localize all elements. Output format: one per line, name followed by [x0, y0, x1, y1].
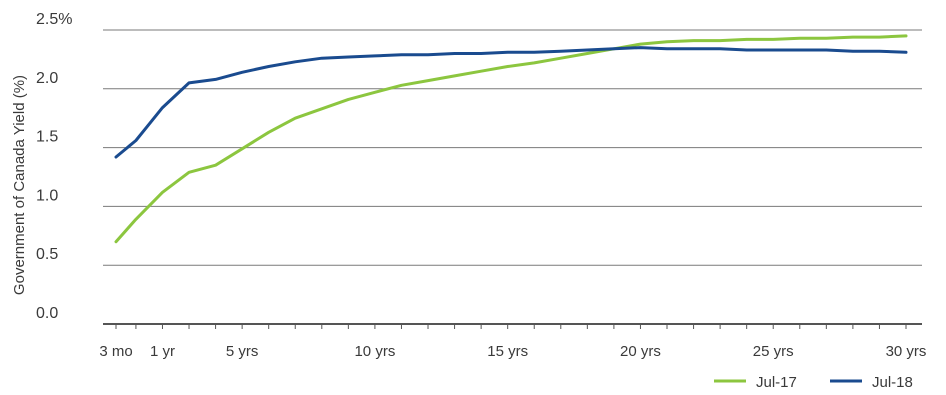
x-axis: [103, 323, 922, 329]
gridlines: [103, 29, 922, 266]
y-tick-label: 0.0: [36, 305, 58, 322]
y-tick-label: 2.0: [36, 70, 58, 87]
y-axis-label: Government of Canada Yield (%): [11, 75, 28, 295]
legend: Jul-17 Jul-18: [714, 374, 913, 391]
y-tick-label: 1.5: [36, 129, 58, 146]
x-tick-label: 15 yrs: [487, 343, 528, 360]
series-lines: [114, 34, 908, 244]
y-tick-label: 2.5%: [36, 11, 72, 28]
legend-label: Jul-17: [756, 374, 797, 391]
legend-label: Jul-18: [872, 374, 913, 391]
x-tick-label: 25 yrs: [753, 343, 794, 360]
x-tick-label: 30 yrs: [886, 343, 927, 360]
series-line-jul-18: [114, 46, 908, 159]
y-axis-ticks: 0.0 0.5 1.0 1.5 2.0 2.5%: [36, 11, 72, 322]
series-line-jul-17: [114, 34, 908, 244]
x-tick-label: 10 yrs: [354, 343, 395, 360]
x-tick-label: 20 yrs: [620, 343, 661, 360]
y-tick-label: 0.5: [36, 246, 58, 263]
y-tick-label: 1.0: [36, 187, 58, 204]
x-axis-ticks: 3 mo 1 yr 5 yrs 10 yrs 15 yrs 20 yrs 25 yrs 30 …: [99, 343, 926, 360]
x-tick-label: 3 mo: [99, 343, 132, 360]
x-tick-label: 1 yr: [150, 343, 175, 360]
x-tick-label: 5 yrs: [226, 343, 259, 360]
